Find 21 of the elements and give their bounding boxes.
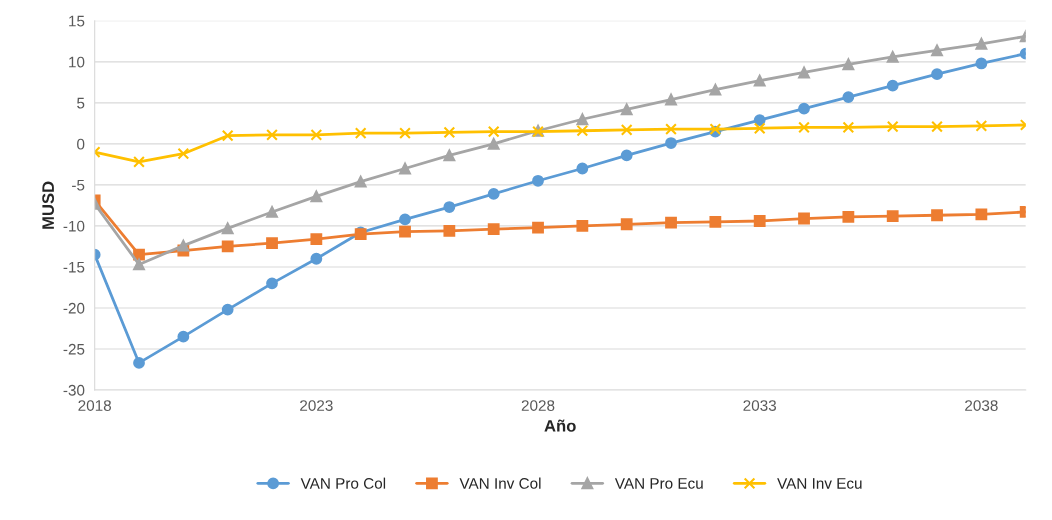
- y-tick-label: 5: [77, 97, 85, 109]
- legend-label: VAN Inv Ecu: [777, 478, 862, 489]
- x-axis-title: Año: [544, 419, 576, 432]
- y-tick-label: 0: [77, 138, 85, 150]
- x-tick-label: 2018: [78, 400, 112, 411]
- x-tick-label: 2023: [300, 400, 333, 411]
- legend-label: VAN Inv Col: [459, 477, 541, 489]
- y-tick-label: -25: [63, 343, 85, 355]
- y-tick-label: -5: [72, 179, 85, 191]
- x-tick-label: 2038: [965, 400, 998, 411]
- legend-label: VAN Pro Col: [300, 477, 386, 489]
- y-tick-label: -30: [63, 384, 85, 396]
- x-tick-label: 2033: [743, 400, 777, 411]
- y-tick-label: 15: [69, 15, 85, 27]
- y-tick-label: -10: [63, 220, 85, 232]
- y-tick-label: -15: [63, 261, 85, 273]
- legend-label: VAN Pro Ecu: [614, 478, 703, 489]
- y-tick-label: 10: [69, 56, 85, 68]
- x-tick-label: 2028: [521, 400, 555, 411]
- y-axis-title: MUSD: [42, 181, 55, 229]
- y-tick-label: -20: [63, 302, 85, 314]
